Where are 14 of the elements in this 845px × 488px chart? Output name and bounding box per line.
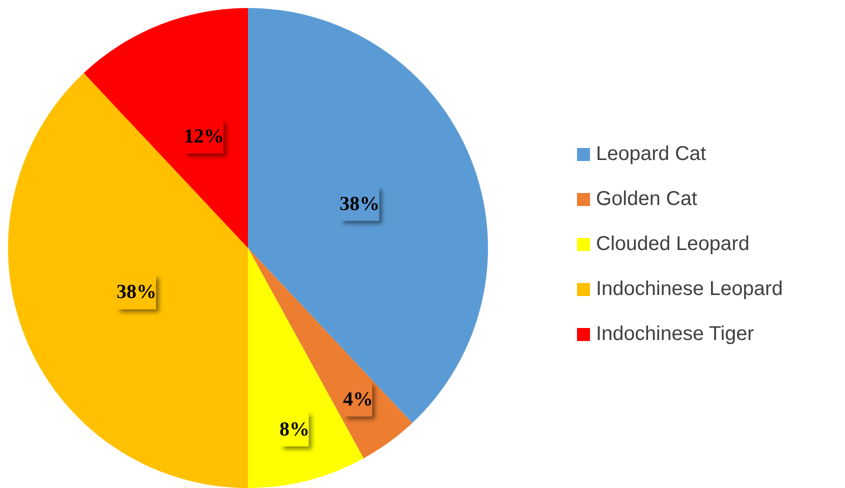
pie-slice: [248, 8, 488, 423]
pie-slice: [248, 248, 412, 458]
pie-slice: [84, 8, 248, 248]
legend-label: Golden Cat: [596, 188, 698, 210]
legend-label: Leopard Cat: [596, 143, 707, 165]
data-label: 38%: [340, 192, 380, 215]
legend-label: Indochinese Tiger: [596, 323, 754, 345]
data-label: 12%: [184, 125, 224, 148]
data-label: 8%: [280, 418, 310, 440]
legend-label: Clouded Leopard: [596, 233, 750, 255]
data-label: 4%: [343, 388, 374, 410]
pie-slice: [8, 73, 248, 488]
legend-label: Indochinese Leopard: [596, 278, 783, 300]
data-label: 38%: [116, 281, 156, 304]
